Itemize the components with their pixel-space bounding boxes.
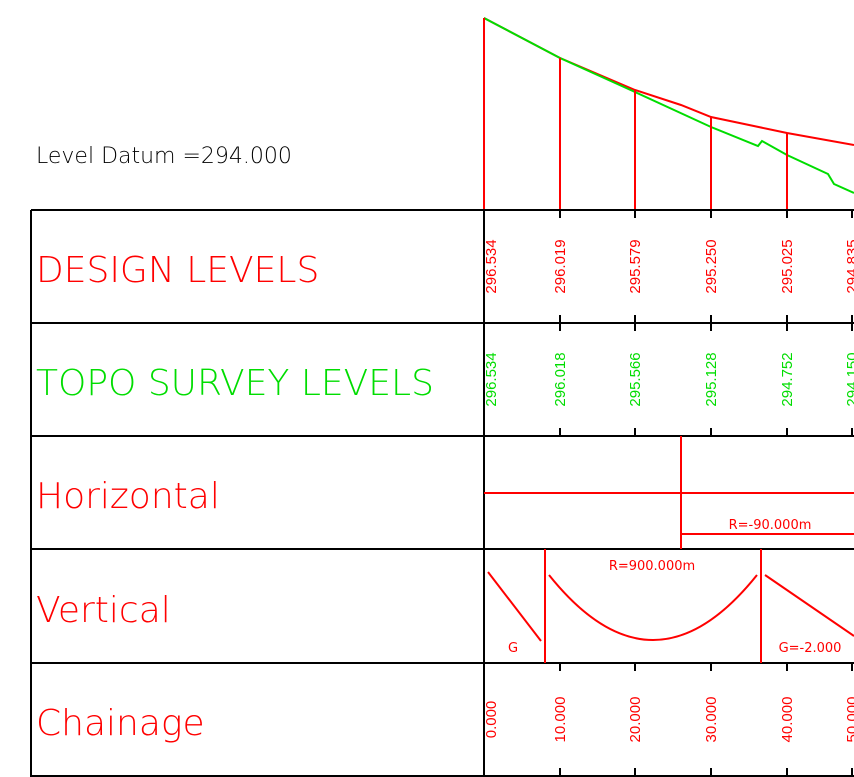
topo-profile	[483, 17, 854, 194]
station-value: 296.018	[552, 352, 569, 406]
station-value: 295.579	[627, 239, 644, 293]
vertical-alignment	[487, 549, 854, 663]
station-value: 295.025	[779, 239, 796, 293]
annotation: R=900.000m	[609, 559, 695, 574]
station-value: 294.835	[844, 239, 854, 293]
station-value: 294.752	[779, 352, 796, 406]
station-value: 20.000	[627, 697, 644, 743]
station-value: 296.534	[483, 239, 500, 293]
station-value: 296.019	[552, 239, 569, 293]
datum-label: Level Datum =294.000	[36, 144, 292, 169]
row-label: DESIGN LEVELS	[36, 250, 319, 291]
row-label: Vertical	[36, 590, 171, 631]
row-label: Horizontal	[36, 476, 220, 517]
design-profile	[483, 17, 854, 146]
station-value: 295.250	[703, 239, 720, 293]
station-value: 30.000	[703, 697, 720, 743]
station-value: 295.128	[703, 352, 720, 406]
row-label: Chainage	[36, 703, 205, 744]
annotation: G	[508, 641, 518, 656]
station-value: 10.000	[552, 697, 569, 743]
row-label: TOPO SURVEY LEVELS	[36, 363, 434, 404]
station-lines	[483, 18, 788, 210]
horizontal-alignment	[484, 436, 854, 549]
station-value: 50.000	[844, 697, 854, 743]
station-value: 0.000	[483, 701, 500, 739]
station-value: 40.000	[779, 697, 796, 743]
station-value: 295.566	[627, 352, 644, 406]
station-value: 296.534	[483, 352, 500, 406]
station-value: 294.150	[844, 352, 854, 406]
annotation: G=-2.000	[779, 641, 842, 656]
annotation: R=-90.000m	[729, 518, 812, 533]
